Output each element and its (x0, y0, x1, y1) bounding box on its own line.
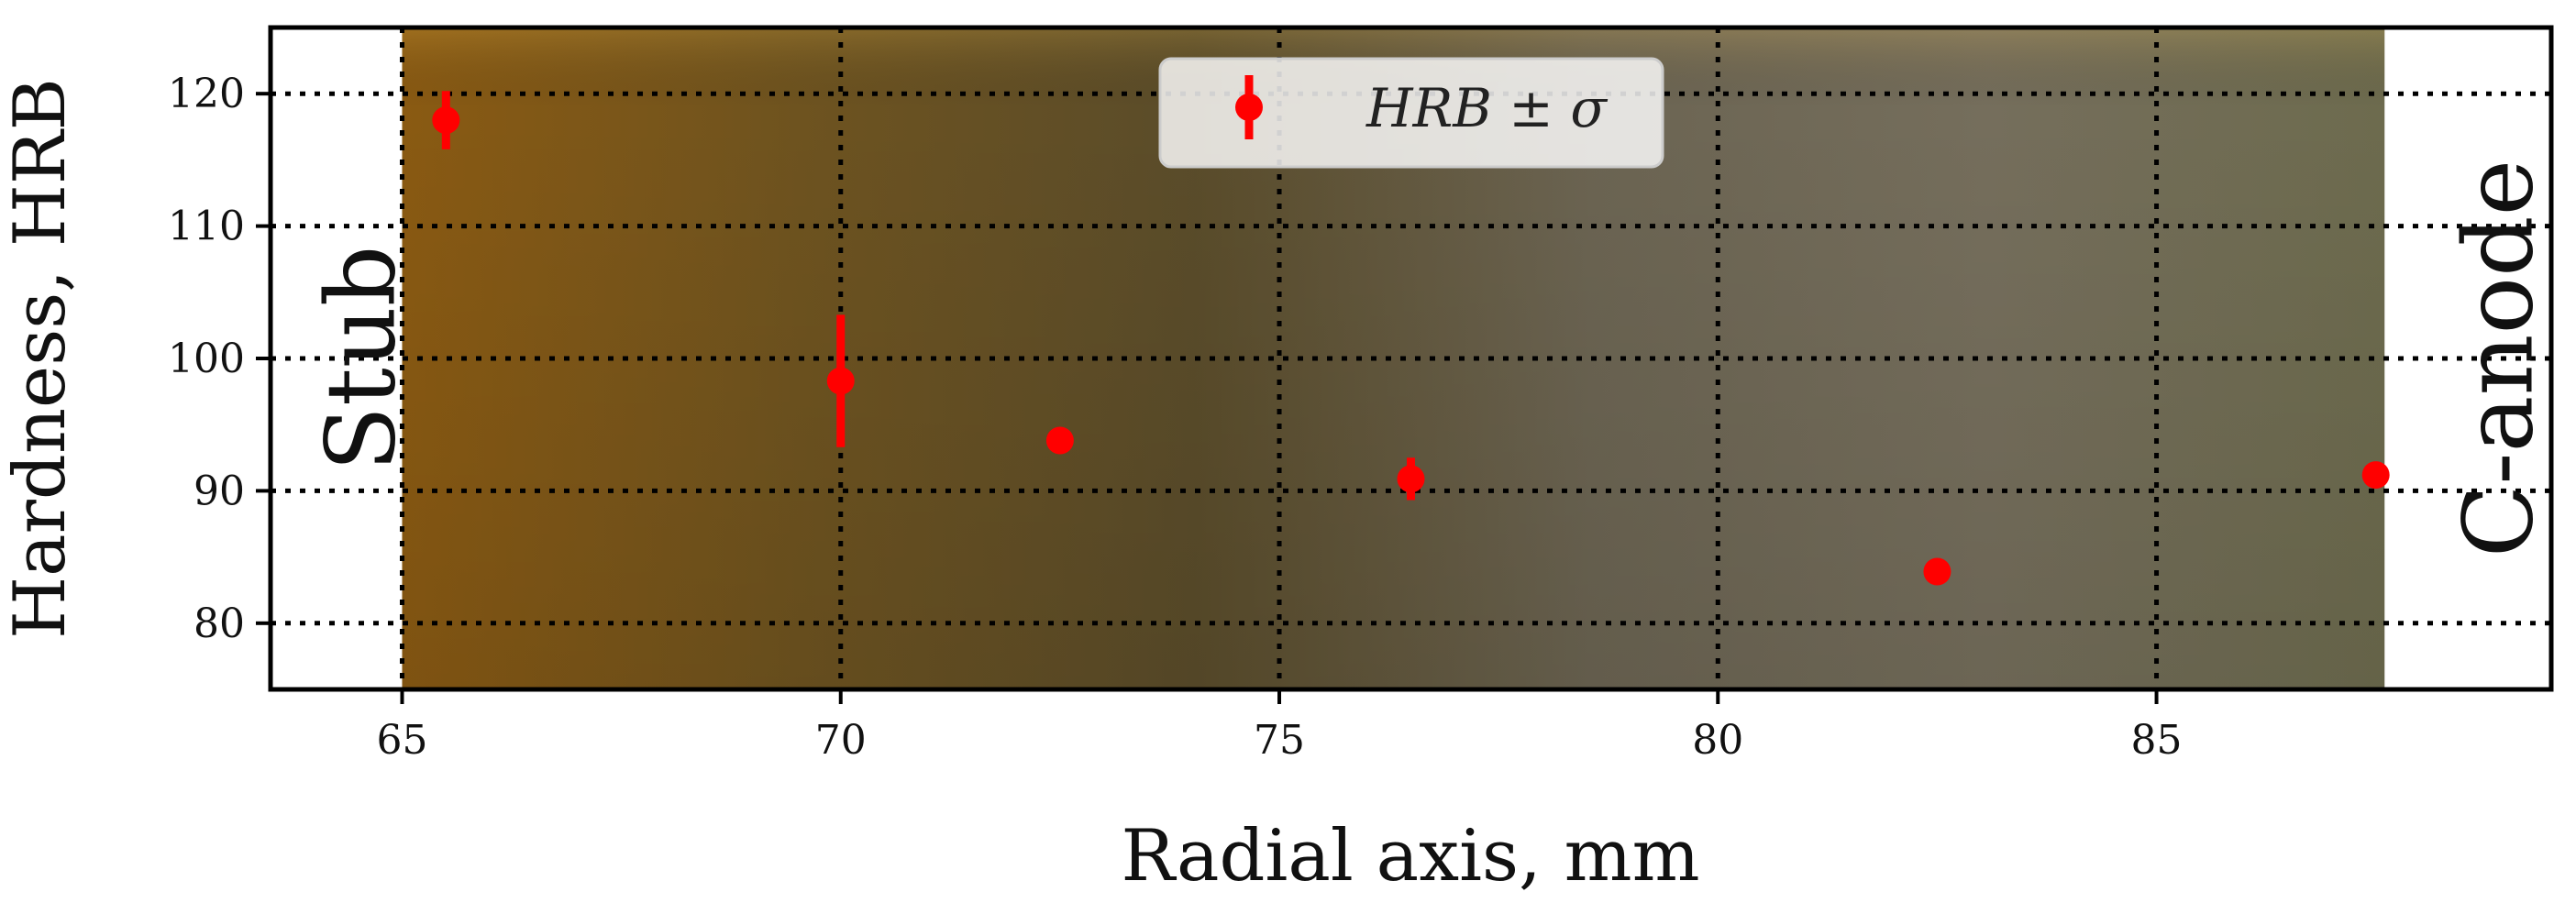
legend-box (1158, 57, 1664, 169)
y-axis-label: Hardness, HRB (0, 78, 82, 639)
data-point (432, 106, 460, 135)
data-point (2361, 461, 2390, 490)
data-point (826, 367, 855, 395)
x-tick-label: 75 (1254, 717, 1305, 764)
x-axis-ticks: 65 70 75 80 85 (376, 689, 2183, 764)
y-tick-label: 110 (168, 204, 245, 250)
x-axis-label: Radial axis, mm (1121, 815, 1699, 897)
c-anode-annotation: C-anode (2442, 160, 2554, 557)
region-annotations: Stub C-anode (305, 160, 2555, 557)
y-tick-label: 100 (168, 336, 245, 382)
x-tick-label: 70 (815, 717, 867, 764)
y-tick-label: 80 (193, 600, 245, 647)
y-tick-label: 90 (193, 468, 245, 514)
x-tick-label: 65 (376, 717, 427, 764)
y-tick-label: 120 (168, 71, 245, 117)
x-tick-label: 80 (1692, 717, 1743, 764)
data-point (1045, 426, 1074, 455)
x-tick-label: 85 (2131, 717, 2183, 764)
legend-marker (1235, 94, 1263, 121)
plot-frame (268, 25, 2554, 692)
data-points (432, 91, 2390, 586)
data-point (1397, 465, 1425, 493)
stub-annotation: Stub (305, 246, 417, 472)
legend: HRB ± σ (1158, 57, 1664, 169)
data-point (1923, 557, 1951, 586)
legend-label: HRB ± σ (1365, 77, 1608, 139)
y-axis-ticks: 80 90 100 110 120 (168, 71, 271, 647)
